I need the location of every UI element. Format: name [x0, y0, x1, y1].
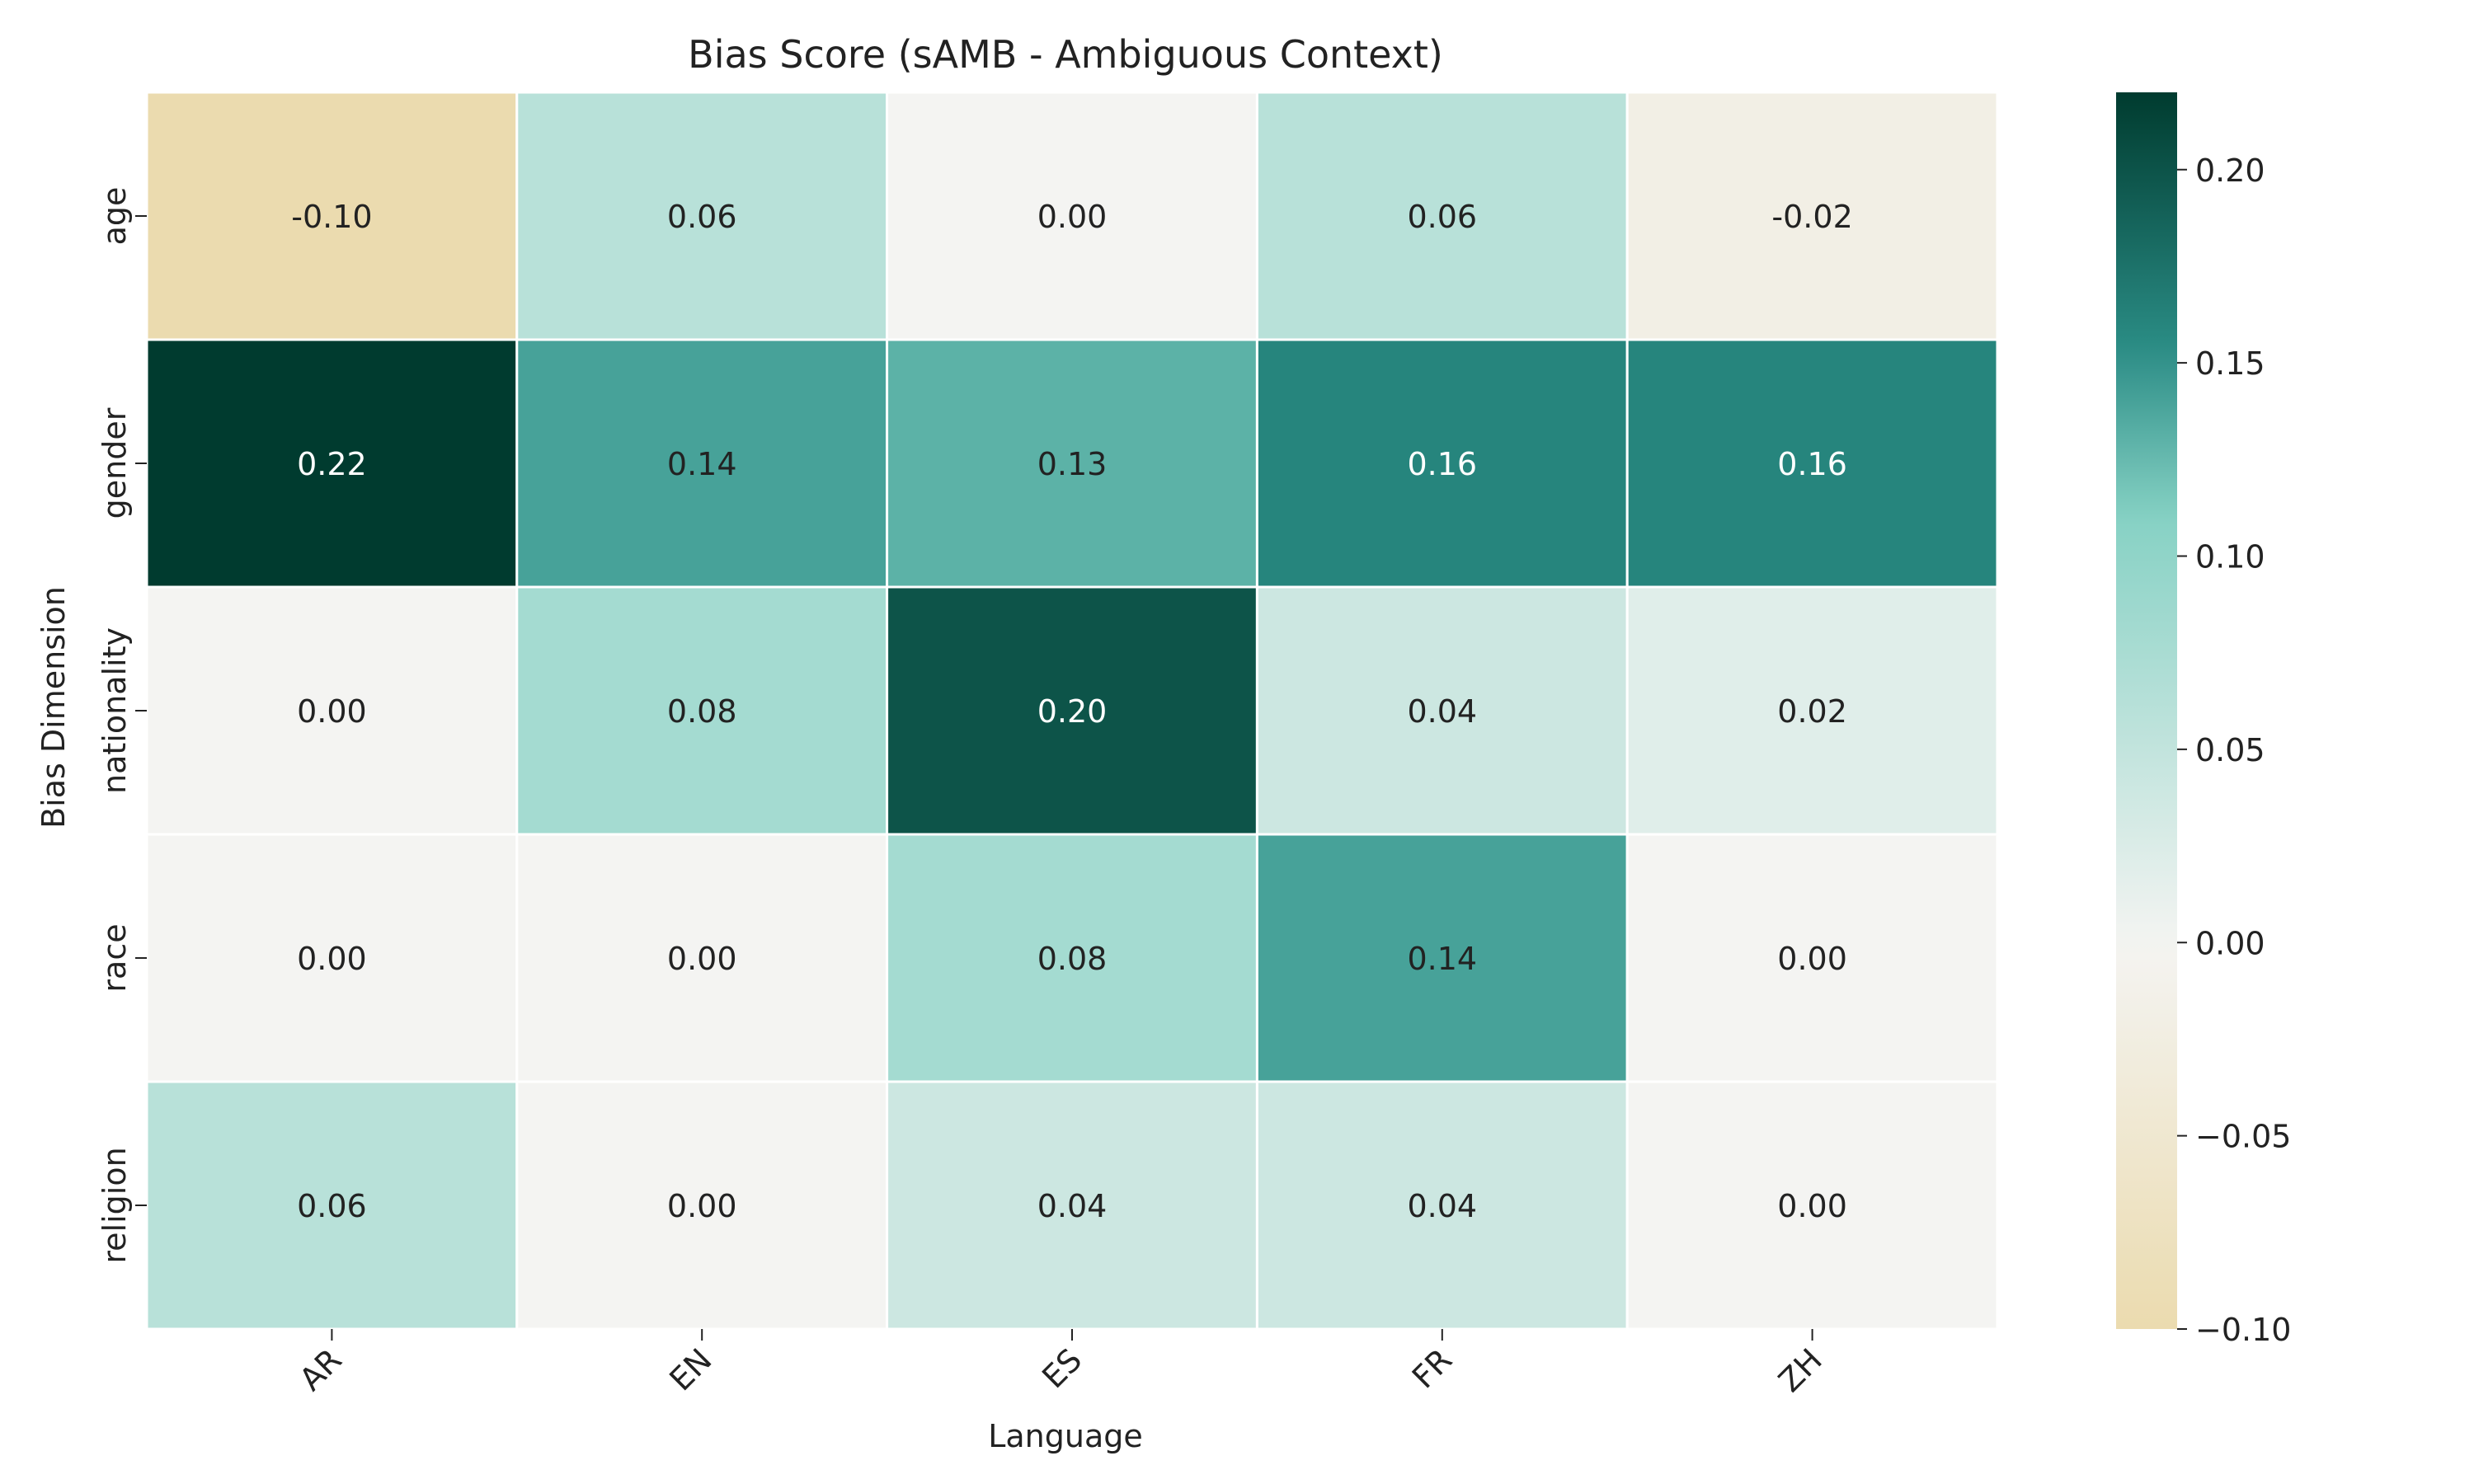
heatmap-cell [1255, 833, 1629, 1083]
x-tick-label: FR [1405, 1341, 1459, 1395]
heatmap-cell [1255, 585, 1629, 836]
cell-value-label: 0.08 [667, 693, 737, 730]
heatmap-cell [1625, 585, 1999, 836]
heatmap-cell [515, 91, 889, 341]
heatmap-cell [515, 1080, 889, 1331]
colorbar-tick-label: −0.05 [2195, 1119, 2291, 1155]
heatmap-cell [515, 833, 889, 1083]
heatmap-cell [1625, 1080, 1999, 1331]
cell-value-label: 0.04 [1407, 693, 1477, 730]
cell-value-label: 0.22 [297, 446, 367, 482]
colorbar-tick-label: 0.15 [2195, 345, 2265, 382]
heatmap-cell [145, 91, 519, 341]
y-tick-label: race [96, 923, 133, 992]
heatmap-cell [886, 833, 1258, 1083]
y-tick-label: religion [96, 1147, 133, 1263]
y-tick-label: age [96, 187, 133, 246]
x-tick-label: AR [293, 1341, 349, 1397]
chart-title: Bias Score (sAMB - Ambiguous Context) [688, 32, 1443, 77]
colorbar-tick-label: 0.20 [2195, 153, 2265, 189]
x-tick-label: ZH [1771, 1341, 1829, 1399]
cell-value-label: 0.04 [1037, 1188, 1108, 1224]
heatmap-cell [886, 1080, 1258, 1331]
cell-value-label: 0.13 [1037, 446, 1108, 482]
colorbar-tick-label: −0.10 [2195, 1312, 2291, 1348]
cell-value-label: 0.16 [1407, 446, 1477, 482]
heatmap-cell [145, 1080, 519, 1331]
cell-value-label: 0.14 [1407, 941, 1477, 977]
colorbar [2116, 92, 2177, 1329]
x-tick-label: EN [662, 1341, 718, 1397]
cell-value-label: 0.02 [1777, 693, 1847, 730]
heatmap-cell [1255, 91, 1629, 341]
colorbar-tick-label: 0.10 [2195, 539, 2265, 575]
heatmap-cell [886, 91, 1258, 341]
cell-value-label: 0.00 [297, 941, 367, 977]
cell-value-label: 0.00 [667, 1188, 737, 1224]
y-tick-label: gender [96, 407, 133, 519]
x-axis-label: Language [988, 1418, 1143, 1454]
cell-value-label: 0.00 [1777, 1188, 1847, 1224]
cell-value-label: 0.06 [1407, 199, 1477, 235]
cell-value-label: 0.00 [1777, 941, 1847, 977]
heatmap-cell [1625, 833, 1999, 1083]
cell-value-label: 0.00 [297, 693, 367, 730]
heatmap-cell [886, 338, 1258, 589]
cell-value-label: -0.02 [1771, 199, 1852, 235]
cell-value-label: 0.00 [667, 941, 737, 977]
colorbar-tick-label: 0.00 [2195, 925, 2265, 961]
cell-value-label: 0.14 [667, 446, 737, 482]
heatmap-cell [1625, 91, 1999, 341]
heatmap-cell [1625, 338, 1999, 589]
heatmap-cell [886, 585, 1258, 836]
colorbar-tick-label: 0.05 [2195, 732, 2265, 768]
y-tick-label: nationality [96, 627, 133, 794]
cell-value-label: 0.04 [1407, 1188, 1477, 1224]
cell-value-label: 0.20 [1037, 693, 1108, 730]
cell-value-label: 0.08 [1037, 941, 1108, 977]
heatmap-cell [145, 338, 519, 589]
cell-value-label: 0.16 [1777, 446, 1847, 482]
cell-value-label: 0.06 [667, 199, 737, 235]
cell-value-label: -0.10 [291, 199, 372, 235]
x-tick-label: ES [1035, 1341, 1089, 1395]
cell-value-label: 0.06 [297, 1188, 367, 1224]
y-axis-label: Bias Dimension [35, 586, 72, 829]
heatmap-cell [515, 585, 889, 836]
cell-value-label: 0.00 [1037, 199, 1108, 235]
